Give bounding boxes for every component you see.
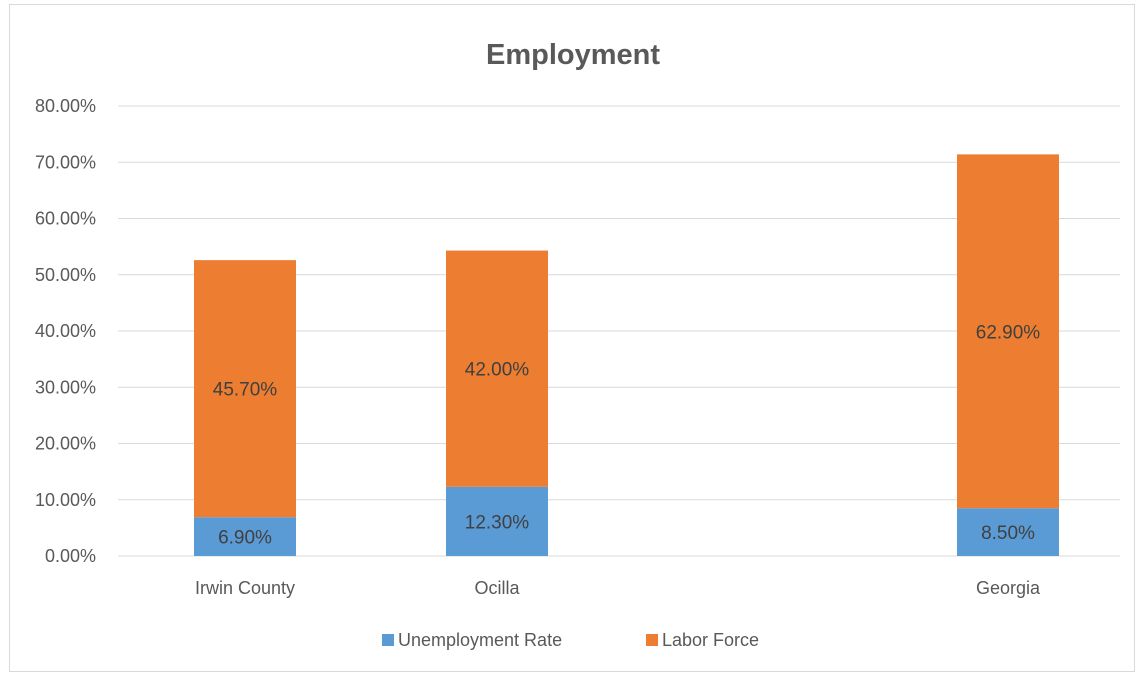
y-tick-label: 0.00% xyxy=(45,546,96,566)
legend-label: Unemployment Rate xyxy=(398,630,562,650)
bar-unemployment-rate xyxy=(194,517,296,556)
bar-unemployment-rate xyxy=(446,486,548,556)
bars xyxy=(194,154,1059,556)
y-tick-label: 40.00% xyxy=(35,321,96,341)
x-axis-category-labels: Irwin County Ocilla Georgia xyxy=(195,578,1041,598)
data-label: 6.90% xyxy=(218,528,272,549)
data-label: 42.00% xyxy=(465,360,530,381)
y-tick-label: 10.00% xyxy=(35,490,96,510)
data-label: 45.70% xyxy=(213,380,278,401)
x-category-label: Ocilla xyxy=(474,578,520,598)
bar-labor-force xyxy=(957,154,1059,509)
legend-swatch xyxy=(382,634,394,646)
x-category-label: Irwin County xyxy=(195,578,295,598)
bar-unemployment-rate xyxy=(957,508,1059,556)
data-label: 62.90% xyxy=(976,322,1041,343)
y-tick-label: 30.00% xyxy=(35,377,96,397)
y-tick-label: 60.00% xyxy=(35,209,96,229)
y-tick-label: 20.00% xyxy=(35,434,96,454)
data-labels: 6.90% 45.70% 12.30% 42.00% 8.50% 62.90% xyxy=(213,322,1041,548)
bar-labor-force xyxy=(446,250,548,487)
legend-label: Labor Force xyxy=(662,630,759,650)
data-label: 8.50% xyxy=(981,523,1035,544)
y-tick-label: 70.00% xyxy=(35,152,96,172)
y-tick-label: 50.00% xyxy=(35,265,96,285)
legend-swatch xyxy=(646,634,658,646)
data-label: 12.30% xyxy=(465,512,530,533)
x-category-label: Georgia xyxy=(976,578,1041,598)
y-tick-label: 80.00% xyxy=(35,96,96,116)
legend: Unemployment Rate Labor Force xyxy=(382,630,759,650)
chart-title: Employment xyxy=(486,39,660,71)
y-axis-tick-labels: 0.00% 10.00% 20.00% 30.00% 40.00% 50.00% 60.00… xyxy=(35,96,96,566)
bar-labor-force xyxy=(194,260,296,518)
